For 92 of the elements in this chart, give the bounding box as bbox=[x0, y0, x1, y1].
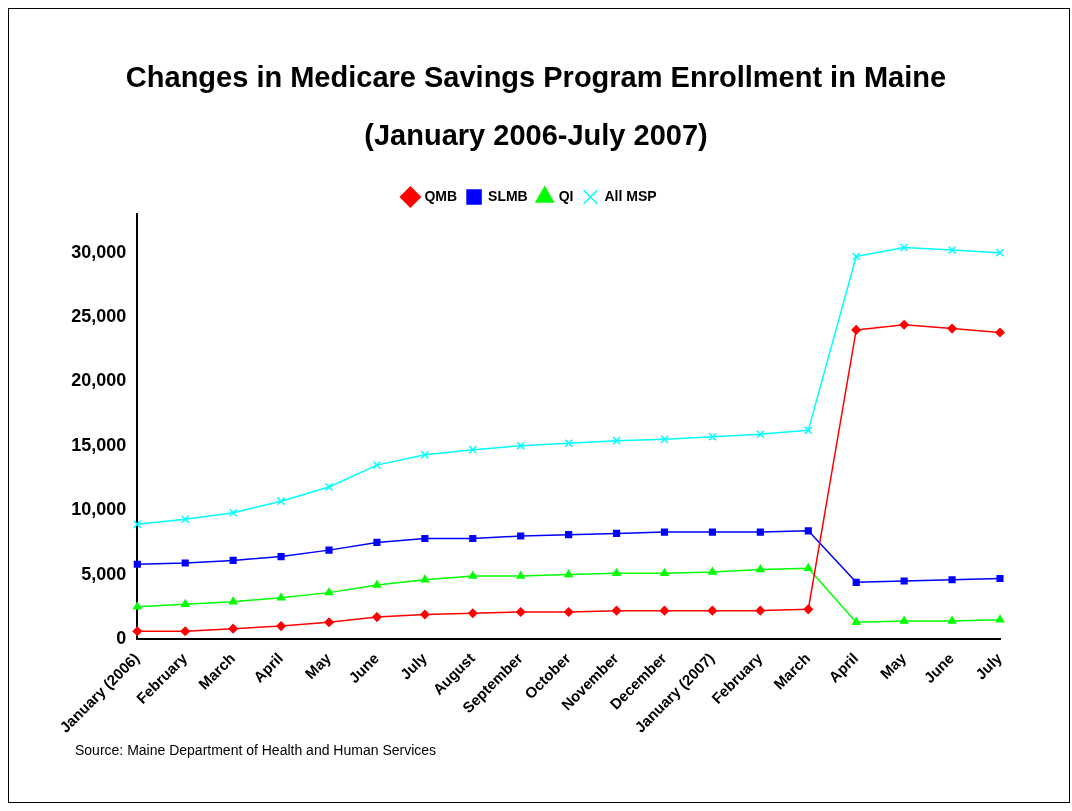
point bbox=[803, 604, 814, 615]
point bbox=[708, 567, 717, 575]
chart-title: Changes in Medicare Savings Program Enrollment in Maine bbox=[124, 60, 948, 95]
point bbox=[515, 607, 526, 617]
point bbox=[228, 623, 238, 634]
x-tick-label: May bbox=[876, 648, 910, 683]
point bbox=[565, 531, 573, 539]
point bbox=[947, 323, 957, 334]
y-tick-label: 15,000 bbox=[71, 434, 127, 455]
point bbox=[468, 571, 477, 579]
point bbox=[325, 546, 333, 554]
point bbox=[324, 587, 334, 596]
point bbox=[708, 432, 717, 442]
point bbox=[707, 605, 718, 616]
point bbox=[180, 514, 190, 524]
point bbox=[612, 568, 621, 577]
point bbox=[995, 614, 1005, 623]
legend-label: All MSP bbox=[604, 187, 657, 204]
point bbox=[564, 569, 573, 578]
point bbox=[517, 532, 525, 540]
point bbox=[469, 534, 477, 543]
point bbox=[372, 580, 382, 588]
point bbox=[852, 578, 860, 586]
point bbox=[756, 564, 765, 573]
point bbox=[372, 612, 382, 622]
point bbox=[660, 528, 669, 536]
legend-label: QMB bbox=[424, 187, 458, 204]
legend-label: QI bbox=[558, 187, 574, 204]
point bbox=[372, 460, 382, 470]
point bbox=[851, 252, 861, 261]
point bbox=[420, 450, 430, 460]
point bbox=[900, 577, 908, 585]
point bbox=[660, 568, 669, 577]
y-tick-label: 25,000 bbox=[71, 306, 127, 326]
point bbox=[373, 538, 381, 546]
point bbox=[995, 248, 1005, 257]
point bbox=[612, 436, 621, 445]
point bbox=[996, 574, 1004, 583]
point bbox=[948, 576, 956, 584]
point bbox=[564, 438, 573, 448]
point bbox=[756, 429, 765, 439]
point bbox=[755, 605, 766, 616]
chart-subtitle: (January 2006-July 2007) bbox=[363, 118, 709, 153]
point bbox=[324, 482, 334, 492]
point bbox=[468, 608, 478, 618]
y-tick-label: 5,000 bbox=[81, 563, 127, 584]
point bbox=[611, 605, 622, 616]
point bbox=[899, 243, 909, 252]
point bbox=[276, 621, 286, 631]
point bbox=[516, 571, 525, 579]
point bbox=[804, 426, 813, 435]
point bbox=[324, 617, 334, 627]
legend-label: SLMB bbox=[488, 187, 528, 204]
point bbox=[995, 327, 1005, 338]
y-tick-label: 10,000 bbox=[71, 499, 127, 520]
point bbox=[181, 559, 189, 567]
point bbox=[181, 599, 190, 607]
y-tick-label: 0 bbox=[116, 627, 127, 648]
point bbox=[947, 245, 957, 255]
source-note: Source: Maine Department of Health and Human Services bbox=[75, 742, 437, 758]
point bbox=[132, 626, 143, 637]
y-tick-label: 20,000 bbox=[71, 370, 127, 391]
point bbox=[421, 534, 429, 543]
point bbox=[516, 441, 525, 451]
x-tick-label: May bbox=[301, 648, 335, 683]
point bbox=[276, 496, 286, 506]
point bbox=[228, 596, 238, 605]
point bbox=[228, 508, 238, 518]
point bbox=[660, 435, 669, 444]
point bbox=[659, 605, 670, 616]
point bbox=[133, 560, 141, 568]
point bbox=[277, 552, 285, 561]
point bbox=[899, 320, 909, 330]
point bbox=[468, 445, 478, 454]
point bbox=[899, 616, 909, 624]
point bbox=[276, 593, 286, 601]
point bbox=[852, 617, 861, 625]
point bbox=[804, 563, 813, 571]
point bbox=[612, 529, 621, 537]
point bbox=[420, 574, 430, 583]
point bbox=[851, 325, 861, 335]
point bbox=[133, 602, 142, 610]
point bbox=[947, 616, 957, 624]
point bbox=[229, 556, 237, 565]
point bbox=[180, 626, 190, 637]
point bbox=[708, 528, 717, 536]
point bbox=[420, 609, 430, 620]
point bbox=[804, 527, 812, 535]
point bbox=[756, 528, 764, 536]
point bbox=[133, 520, 142, 529]
y-tick-label: 30,000 bbox=[71, 241, 127, 262]
point bbox=[563, 607, 574, 617]
